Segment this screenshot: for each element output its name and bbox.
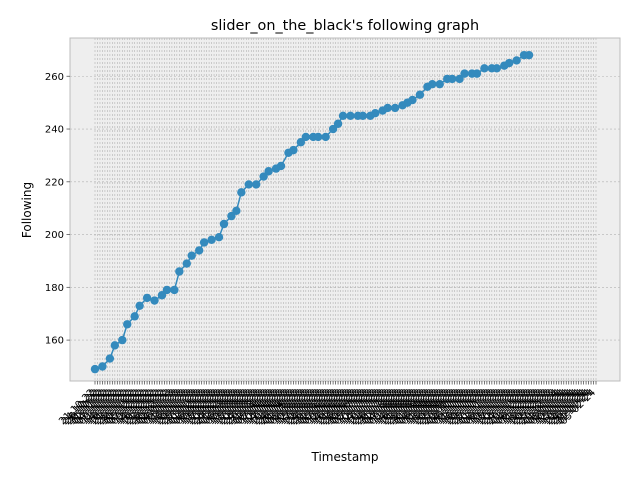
y-axis-title: Following: [20, 182, 34, 238]
data-point: [455, 74, 464, 84]
x-axis-ticks: 21-10-2224-10-2226-10-2228-10-2231-10-22…: [57, 381, 598, 427]
data-point: [187, 251, 196, 260]
plot-frame: [69, 37, 621, 382]
data-point: [428, 79, 437, 89]
data-point: [170, 285, 179, 295]
data-point: [289, 145, 298, 155]
data-point: [232, 206, 241, 216]
data-point: [105, 354, 115, 363]
data-point: [259, 172, 268, 181]
data-point: [199, 238, 209, 247]
data-point: [371, 109, 380, 118]
data-point: [314, 132, 323, 142]
data-point: [390, 103, 400, 113]
y-tick-label: 220: [45, 177, 64, 188]
data-point: [90, 364, 100, 374]
data-point: [162, 285, 172, 295]
data-point: [276, 161, 286, 171]
data-point: [472, 69, 482, 78]
data-point: [130, 312, 139, 321]
data-point: [123, 320, 132, 329]
data-point: [480, 64, 489, 73]
data-point: [512, 56, 521, 65]
data-point: [150, 296, 159, 305]
data-point: [415, 90, 425, 99]
data-point: [237, 188, 246, 197]
data-point: [207, 235, 216, 245]
data-point: [244, 180, 253, 189]
data-point: [524, 50, 534, 60]
y-tick-label: 200: [45, 230, 64, 241]
following-series-points: [90, 50, 534, 374]
y-tick-label: 160: [45, 336, 64, 347]
data-point: [252, 180, 261, 189]
data-point: [338, 111, 348, 121]
data-point: [194, 246, 204, 255]
y-tick-label: 180: [45, 283, 64, 294]
data-point: [435, 79, 444, 89]
data-point: [346, 111, 355, 121]
y-tick-label: 260: [45, 72, 64, 83]
data-point: [321, 132, 330, 142]
data-point: [110, 341, 120, 350]
data-point: [460, 69, 469, 78]
data-point: [214, 233, 224, 242]
data-point: [157, 291, 167, 300]
data-point: [227, 211, 236, 221]
data-point: [118, 335, 127, 345]
x-axis-title: Timestamp: [311, 450, 379, 464]
data-point: [333, 119, 343, 128]
data-point: [301, 132, 311, 142]
data-point: [358, 111, 368, 121]
data-point: [264, 167, 273, 176]
data-point: [383, 103, 392, 113]
data-point: [219, 219, 229, 229]
data-point: [175, 267, 184, 276]
data-point: [296, 138, 306, 147]
data-point: [447, 74, 457, 84]
data-point: [135, 301, 144, 310]
data-point: [328, 124, 338, 134]
y-axis-ticks: 160 180 200 220 240 260: [45, 72, 70, 347]
data-point: [182, 259, 191, 268]
plot-area: [70, 38, 620, 381]
data-point: [504, 58, 514, 68]
data-point: [408, 95, 417, 105]
y-tick-label: 240: [45, 125, 64, 136]
data-point: [492, 64, 501, 73]
x-gridlines: [94, 38, 597, 381]
data-point: [98, 362, 107, 371]
chart-title: slider_on_the_black's following graph: [211, 18, 479, 34]
data-point: [142, 293, 152, 303]
